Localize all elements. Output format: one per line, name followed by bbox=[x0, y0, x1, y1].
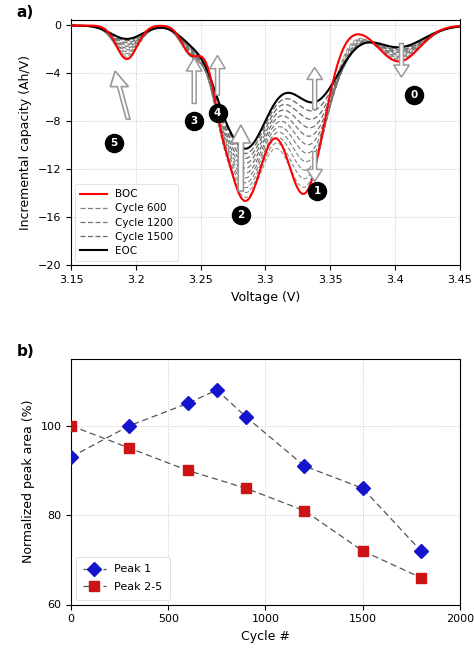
Peak 1 bbox=[127, 422, 132, 430]
EOC bbox=[445, 25, 451, 32]
Peak 1 bbox=[185, 400, 191, 408]
FancyArrow shape bbox=[394, 44, 409, 77]
Peak 2-5 bbox=[301, 507, 307, 515]
BOC bbox=[68, 21, 74, 29]
Peak 1 bbox=[68, 453, 74, 461]
FancyArrow shape bbox=[307, 151, 322, 181]
Peak 2-5 bbox=[68, 422, 74, 430]
X-axis label: Voltage (V): Voltage (V) bbox=[231, 291, 300, 304]
Text: 4: 4 bbox=[214, 108, 221, 118]
EOC bbox=[253, 136, 259, 144]
BOC bbox=[231, 177, 237, 185]
X-axis label: Cycle #: Cycle # bbox=[241, 630, 290, 643]
Line: Peak 2-5: Peak 2-5 bbox=[66, 421, 426, 582]
Text: 0: 0 bbox=[411, 90, 418, 100]
FancyArrow shape bbox=[186, 58, 202, 103]
Text: a): a) bbox=[17, 5, 34, 20]
EOC bbox=[68, 21, 74, 29]
BOC bbox=[426, 34, 431, 42]
FancyArrow shape bbox=[231, 125, 251, 191]
BOC bbox=[457, 22, 463, 30]
Text: 3: 3 bbox=[191, 116, 198, 126]
EOC bbox=[351, 47, 356, 55]
Text: b): b) bbox=[17, 344, 35, 359]
Peak 2-5 bbox=[243, 484, 249, 492]
Peak 2-5 bbox=[360, 547, 365, 554]
Text: 2: 2 bbox=[237, 210, 245, 220]
Line: Peak 1: Peak 1 bbox=[66, 385, 426, 556]
EOC bbox=[235, 140, 240, 148]
BOC bbox=[243, 197, 248, 205]
Text: 1: 1 bbox=[314, 186, 321, 196]
Peak 2-5 bbox=[185, 467, 191, 474]
Peak 1 bbox=[243, 413, 249, 421]
Peak 2-5 bbox=[418, 574, 424, 582]
EOC bbox=[231, 135, 237, 143]
Peak 1 bbox=[360, 484, 365, 492]
Text: 5: 5 bbox=[110, 138, 118, 148]
FancyArrow shape bbox=[307, 68, 322, 109]
BOC bbox=[253, 179, 259, 187]
BOC bbox=[445, 24, 451, 32]
FancyArrow shape bbox=[210, 55, 225, 95]
FancyArrow shape bbox=[110, 71, 130, 119]
Line: EOC: EOC bbox=[71, 25, 460, 149]
Y-axis label: Normalized peak area (%): Normalized peak area (%) bbox=[22, 400, 35, 564]
Peak 1 bbox=[301, 462, 307, 470]
BOC bbox=[235, 186, 240, 194]
Legend: BOC, Cycle 600, Cycle 1200, Cycle 1500, EOC: BOC, Cycle 600, Cycle 1200, Cycle 1500, … bbox=[75, 184, 178, 261]
BOC bbox=[351, 32, 356, 40]
Peak 1 bbox=[418, 547, 424, 554]
Legend: Peak 1, Peak 2-5: Peak 1, Peak 2-5 bbox=[75, 556, 171, 600]
EOC bbox=[457, 23, 463, 31]
EOC bbox=[426, 32, 431, 40]
Peak 2-5 bbox=[127, 444, 132, 452]
Peak 1 bbox=[214, 386, 219, 394]
Line: BOC: BOC bbox=[71, 25, 460, 201]
Y-axis label: Incremental capacity (Ah/V): Incremental capacity (Ah/V) bbox=[19, 55, 32, 230]
EOC bbox=[242, 145, 248, 153]
